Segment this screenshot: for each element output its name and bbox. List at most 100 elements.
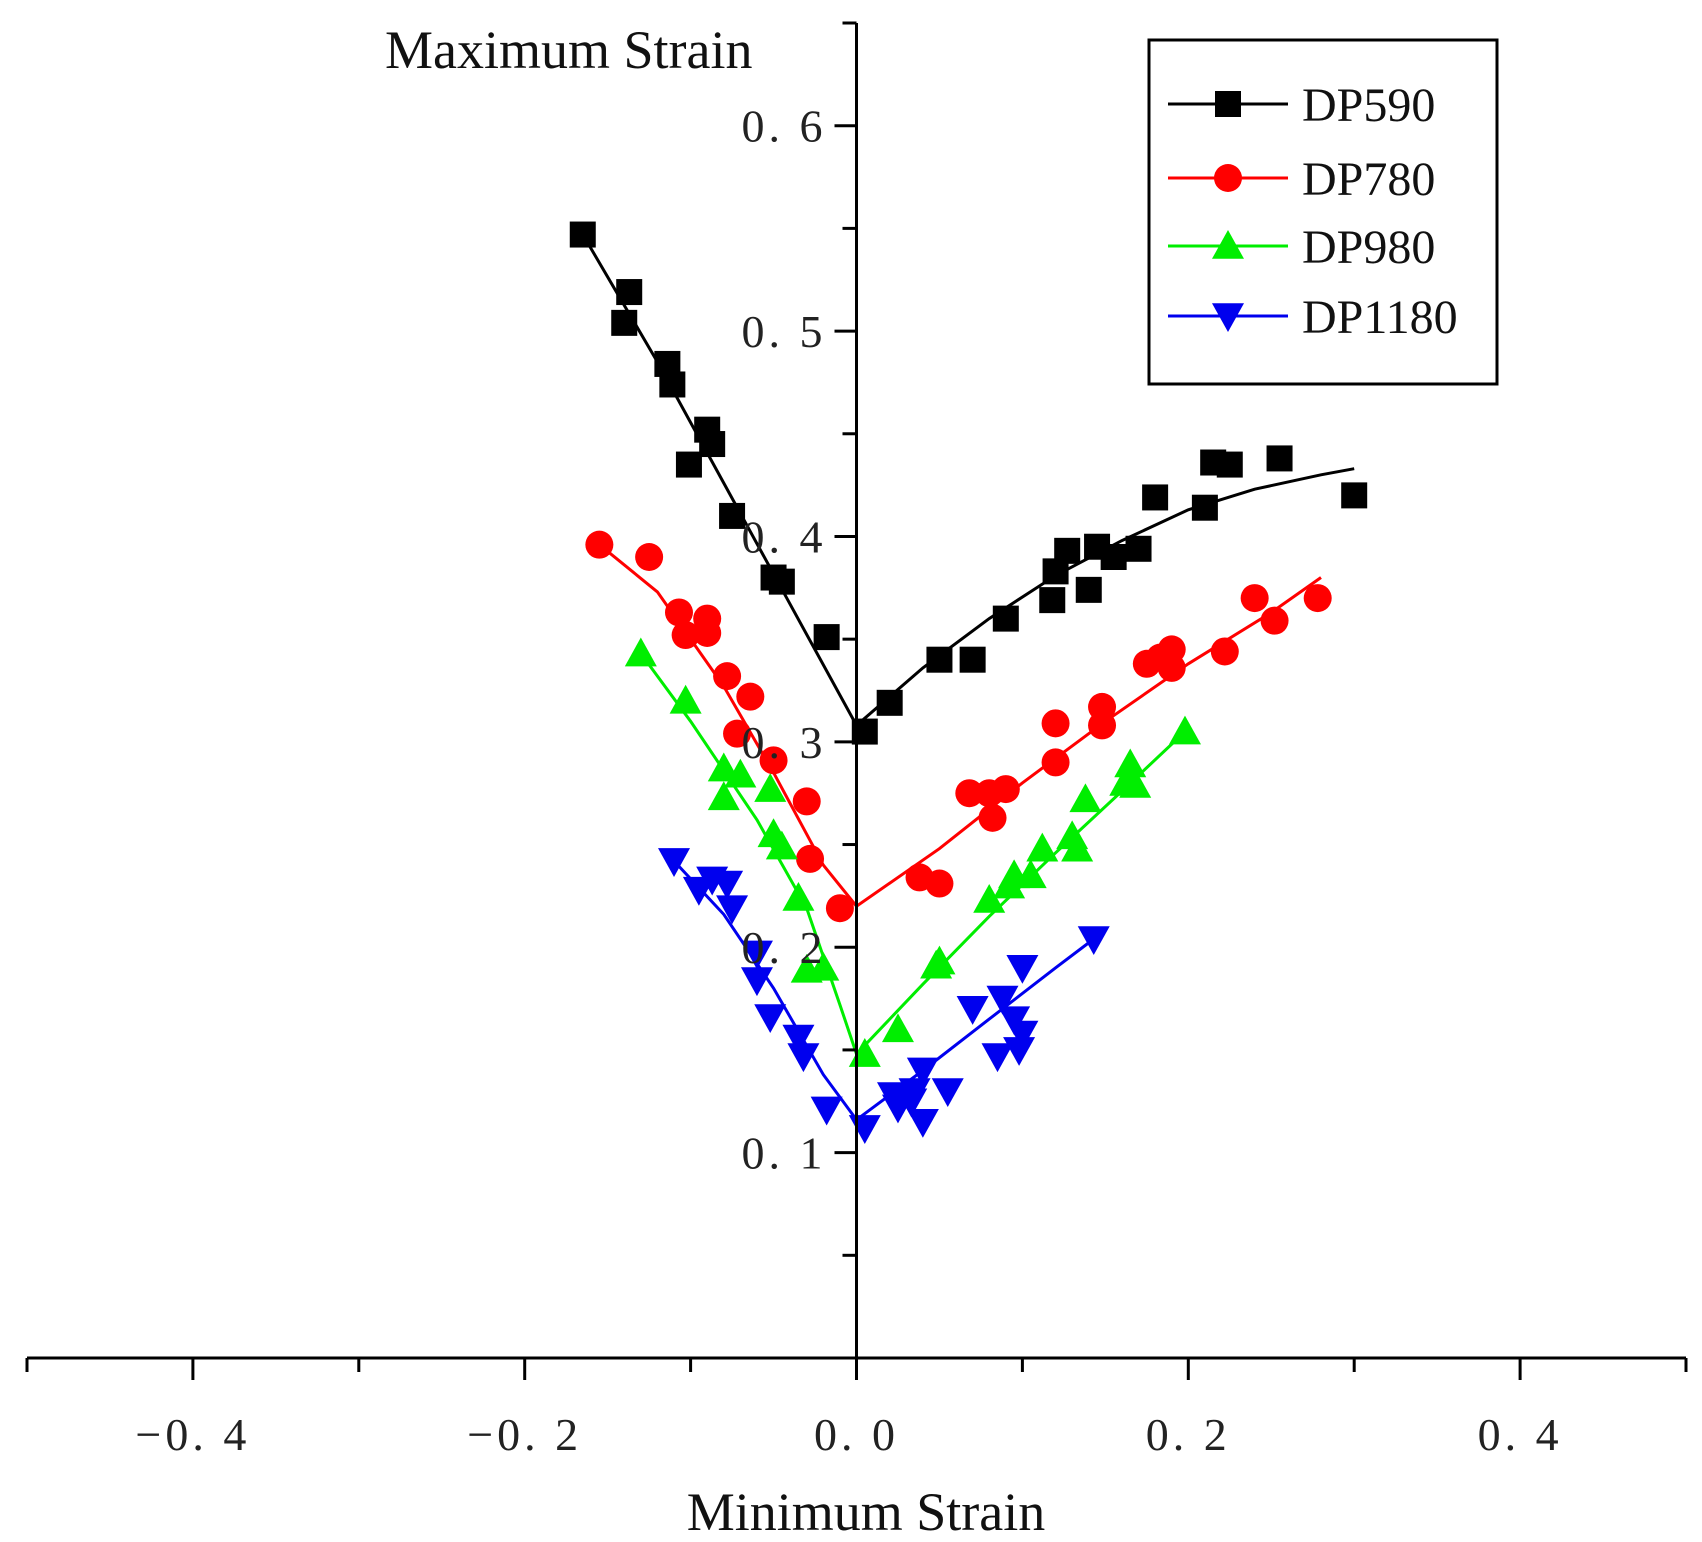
data-point-dp1180 [931, 1078, 964, 1107]
x-axis-title: Minimum Strain [687, 1482, 1046, 1542]
data-point-dp1180 [740, 967, 773, 997]
data-point-dp590 [876, 689, 903, 716]
data-point-dp1180 [740, 940, 773, 970]
data-point-dp590 [1125, 535, 1152, 562]
data-point-dp1180 [782, 1024, 815, 1054]
data-point-dp1180 [956, 996, 989, 1025]
data-point-dp780 [925, 869, 954, 898]
data-point-dp780 [713, 662, 742, 691]
x-tick-label: −0. 2 [467, 1409, 582, 1460]
data-point-dp780 [1260, 606, 1289, 635]
data-point-dp980 [1119, 768, 1152, 798]
data-point-dp1180 [711, 870, 744, 900]
data-point-dp980 [973, 883, 1006, 913]
legend-label-dp980: DP980 [1302, 221, 1435, 274]
data-point-dp780 [736, 682, 765, 711]
y-tick-label: 0. 3 [742, 717, 827, 768]
x-tick-label: 0. 2 [1146, 1409, 1231, 1460]
data-point-dp1180 [787, 1043, 820, 1073]
data-point-dp590 [675, 451, 702, 478]
data-point-dp1180 [986, 985, 1019, 1015]
x-tick-label: −0. 4 [135, 1409, 250, 1460]
data-point-dp980 [1168, 715, 1201, 745]
data-point-dp1180 [716, 895, 749, 925]
data-point-dp1180 [1077, 926, 1110, 956]
data-point-dp1180 [906, 1109, 939, 1138]
data-point-dp590 [699, 431, 726, 458]
y-tick-label: 0. 6 [742, 101, 827, 152]
data-point-dp780 [693, 618, 722, 647]
data-point-dp590 [569, 221, 596, 248]
data-point-dp590 [1075, 576, 1102, 603]
data-point-dp780 [585, 530, 614, 559]
data-point-dp780 [1041, 748, 1070, 777]
data-point-dp780 [1088, 711, 1117, 740]
data-point-dp780 [796, 844, 825, 873]
y-axis-title: Maximum Strain [385, 20, 752, 80]
data-point-dp780 [635, 543, 664, 571]
data-point-dp980 [1114, 748, 1147, 778]
data-point-dp980 [881, 1013, 914, 1043]
data-point-dp590 [611, 309, 638, 336]
data-point-dp980 [1061, 832, 1094, 862]
data-point-dp590 [992, 605, 1019, 632]
data-point-dp980 [707, 752, 740, 782]
data-point-dp780 [955, 779, 984, 808]
data-point-dp1180 [754, 1004, 787, 1034]
legend-label-dp780: DP780 [1302, 153, 1435, 206]
data-point-dp1180 [981, 1043, 1014, 1073]
data-point-dp780 [671, 621, 700, 650]
data-point-dp780 [1210, 637, 1239, 666]
data-markers [569, 221, 1368, 1144]
data-point-dp590 [1054, 537, 1081, 564]
fit-line-dp780 [598, 543, 1322, 909]
data-point-dp980 [765, 830, 798, 860]
data-point-dp980 [754, 773, 787, 802]
data-point-dp780 [664, 598, 693, 627]
data-point-dp780 [792, 787, 821, 816]
data-point-dp590 [616, 279, 643, 306]
legend-marker-dp980 [1212, 230, 1244, 259]
data-point-dp1180 [906, 1057, 939, 1087]
data-point-dp980 [1014, 859, 1047, 889]
data-point-dp590 [1142, 484, 1169, 511]
data-point-dp1180 [810, 1096, 843, 1126]
x-ticks: −0. 4 −0. 2 0. 0 0. 2 0. 4 [25, 1358, 1688, 1460]
data-point-dp590 [1216, 451, 1243, 478]
data-point-dp1180 [1003, 1037, 1036, 1066]
data-point-dp780 [1041, 709, 1070, 738]
x-tick-label: 0. 0 [814, 1409, 899, 1460]
legend-marker-dp590 [1215, 91, 1241, 117]
y-tick-label: 0. 1 [742, 1128, 827, 1179]
data-point-dp980 [1069, 783, 1102, 813]
legend-box [1147, 38, 1499, 386]
data-point-dp590 [1039, 587, 1066, 614]
data-point-dp1180 [658, 848, 691, 877]
data-point-dp980 [1026, 832, 1059, 862]
data-point-dp590 [1100, 544, 1127, 570]
legend-label-dp1180: DP1180 [1302, 291, 1458, 344]
legend-label-dp590: DP590 [1302, 79, 1435, 132]
data-point-dp780 [978, 803, 1007, 832]
data-point-dp780 [825, 894, 854, 923]
data-point-dp590 [926, 646, 953, 673]
data-point-dp590 [1266, 445, 1293, 472]
data-point-dp780 [759, 746, 788, 775]
y-axis-title-background [362, 6, 812, 102]
y-ticks: 0. 1 0. 2 0. 3 0. 4 0. 5 0. 6 [742, 21, 857, 1257]
data-point-dp780 [1240, 584, 1269, 613]
y-tick-label: 0. 2 [742, 922, 827, 973]
data-point-dp780 [723, 719, 752, 748]
data-point-dp590 [659, 371, 686, 398]
data-point-dp590 [959, 646, 986, 673]
data-point-dp780 [1303, 584, 1332, 613]
data-point-dp590 [768, 568, 795, 595]
data-point-dp1180 [1006, 1020, 1039, 1050]
data-point-dp590 [719, 502, 746, 529]
data-point-dp980 [624, 637, 657, 667]
data-point-dp1180 [848, 1115, 881, 1144]
data-point-dp980 [923, 945, 956, 975]
y-tick-label: 0. 5 [742, 306, 827, 357]
y-tick-label: 0. 4 [742, 511, 827, 562]
